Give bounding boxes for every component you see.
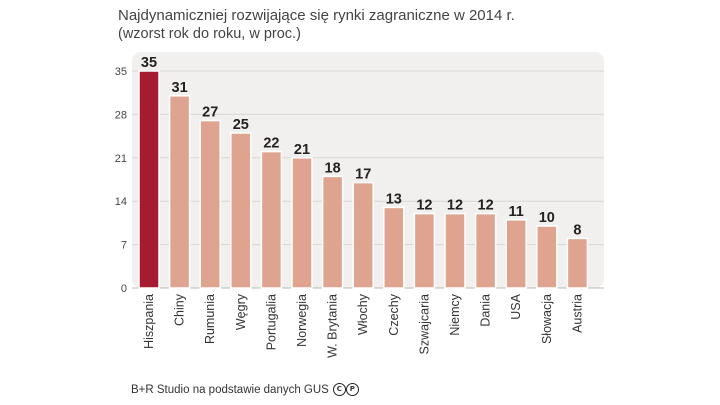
bar-value-label: 35 bbox=[141, 55, 157, 71]
bar-value-label: 13 bbox=[386, 191, 402, 207]
x-category-label: Czechy bbox=[387, 293, 401, 335]
logo-letter-p: P bbox=[345, 383, 359, 396]
bar bbox=[199, 119, 221, 289]
y-tick-label: 21 bbox=[115, 153, 127, 165]
chart-title-block: Najdynamiczniej rozwijające się rynki za… bbox=[118, 6, 515, 44]
bar bbox=[230, 132, 252, 289]
bar-value-label: 22 bbox=[263, 136, 279, 152]
bar-value-label: 8 bbox=[573, 222, 581, 238]
y-tick-label: 7 bbox=[121, 240, 127, 252]
x-category-label: W. Brytania bbox=[326, 294, 340, 358]
x-category-label: Węgry bbox=[234, 293, 248, 330]
bar-value-label: 25 bbox=[233, 117, 249, 133]
bar bbox=[536, 225, 558, 289]
x-category-label: Niemcy bbox=[448, 293, 462, 335]
logo-letter-c: C bbox=[332, 383, 346, 396]
x-category-label: Włochy bbox=[356, 293, 370, 335]
footer: B+R Studio na podstawie danych GUS C P bbox=[131, 383, 359, 396]
bar-value-label: 21 bbox=[294, 142, 310, 158]
bar bbox=[291, 157, 313, 289]
bar-value-label: 11 bbox=[509, 204, 524, 220]
bar-value-label: 18 bbox=[325, 160, 341, 176]
bar-value-label: 10 bbox=[539, 210, 555, 226]
chart-subtitle: (wzorst rok do roku, w proc.) bbox=[118, 26, 301, 42]
source-note: B+R Studio na podstawie danych GUS bbox=[131, 383, 329, 396]
bar-value-label: 17 bbox=[355, 167, 371, 183]
x-category-label: Norwegia bbox=[295, 294, 309, 347]
bar-value-label: 31 bbox=[172, 80, 188, 96]
bar-value-label: 12 bbox=[416, 198, 432, 214]
x-category-label: Rumunia bbox=[203, 294, 217, 344]
x-category-label: Szwajcaria bbox=[417, 294, 431, 354]
y-tick-label: 0 bbox=[121, 283, 127, 295]
x-category-label: Chiny bbox=[173, 293, 187, 326]
x-category-label: USA bbox=[509, 293, 523, 319]
bar bbox=[444, 212, 466, 289]
publisher-logo: C P bbox=[332, 383, 359, 396]
bar bbox=[168, 95, 191, 289]
bar bbox=[138, 70, 160, 289]
x-category-label: Portugalia bbox=[264, 294, 278, 350]
bar bbox=[321, 175, 344, 289]
x-category-label: Austria bbox=[570, 294, 584, 333]
x-category-label: Hiszpania bbox=[142, 294, 156, 349]
bar bbox=[383, 206, 405, 289]
bar-value-label: 27 bbox=[202, 105, 218, 121]
bar bbox=[474, 212, 497, 289]
y-tick-label: 35 bbox=[115, 66, 127, 78]
y-tick-label: 14 bbox=[115, 196, 127, 208]
bar bbox=[352, 181, 374, 289]
bar bbox=[505, 219, 527, 289]
bar-value-label: 12 bbox=[447, 198, 463, 214]
bar bbox=[260, 150, 283, 289]
y-tick-label: 28 bbox=[115, 109, 127, 121]
bar-value-label: 12 bbox=[478, 198, 494, 214]
chart-title: Najdynamiczniej rozwijające się rynki za… bbox=[118, 7, 515, 24]
bar bbox=[413, 212, 436, 289]
bar bbox=[566, 237, 589, 289]
x-category-label: Słowacja bbox=[540, 294, 554, 344]
x-category-label: Dania bbox=[479, 294, 493, 327]
